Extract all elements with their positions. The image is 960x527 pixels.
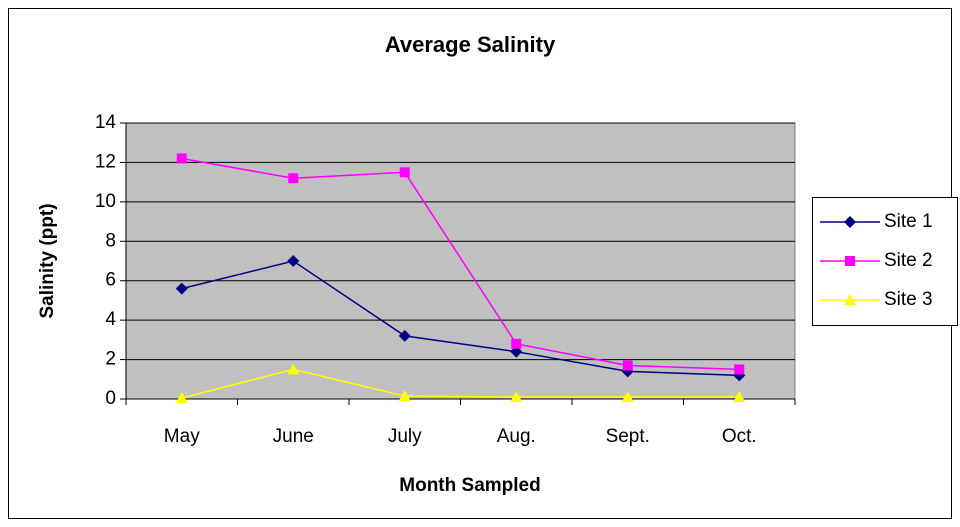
series-line bbox=[181, 260, 740, 377]
y-tick-label: 8 bbox=[105, 230, 116, 251]
x-tick-label: May bbox=[164, 426, 200, 447]
marker bbox=[621, 391, 634, 403]
marker bbox=[288, 173, 299, 184]
marker bbox=[176, 153, 187, 164]
legend-label: Site 2 bbox=[884, 250, 933, 271]
marker bbox=[398, 390, 411, 402]
marker bbox=[287, 363, 300, 375]
marker bbox=[733, 391, 746, 403]
marker bbox=[511, 338, 522, 349]
chart-title: Average Salinity bbox=[385, 32, 556, 57]
y-tick-label: 0 bbox=[105, 388, 116, 409]
x-tick-label: Aug. bbox=[497, 426, 536, 447]
legend-label: Site 1 bbox=[884, 211, 933, 232]
x-tick-label: July bbox=[388, 426, 422, 447]
marker bbox=[398, 329, 411, 342]
series-line bbox=[181, 368, 740, 399]
y-tick-label: 2 bbox=[105, 349, 116, 370]
series-line bbox=[181, 157, 740, 371]
legend-label: Site 3 bbox=[884, 289, 933, 310]
marker bbox=[175, 392, 188, 404]
marker bbox=[399, 167, 410, 178]
marker bbox=[175, 282, 188, 295]
marker bbox=[844, 294, 856, 305]
y-tick-label: 6 bbox=[105, 270, 116, 291]
y-tick-label: 4 bbox=[105, 309, 116, 330]
y-tick-label: 10 bbox=[95, 191, 116, 212]
marker bbox=[622, 360, 633, 371]
marker bbox=[287, 255, 300, 267]
x-tick-label: June bbox=[273, 426, 314, 447]
plot-area bbox=[125, 122, 796, 400]
marker bbox=[510, 391, 523, 403]
marker bbox=[734, 364, 745, 375]
marker bbox=[844, 216, 856, 228]
y-axis-label: Salinity (ppt) bbox=[37, 203, 58, 318]
x-axis-label: Month Sampled bbox=[399, 475, 540, 496]
x-tick-label: Sept. bbox=[606, 426, 650, 447]
y-tick-label: 12 bbox=[95, 151, 116, 172]
marker bbox=[845, 256, 855, 266]
y-tick-label: 14 bbox=[95, 112, 117, 133]
x-tick-label: Oct. bbox=[722, 426, 757, 447]
